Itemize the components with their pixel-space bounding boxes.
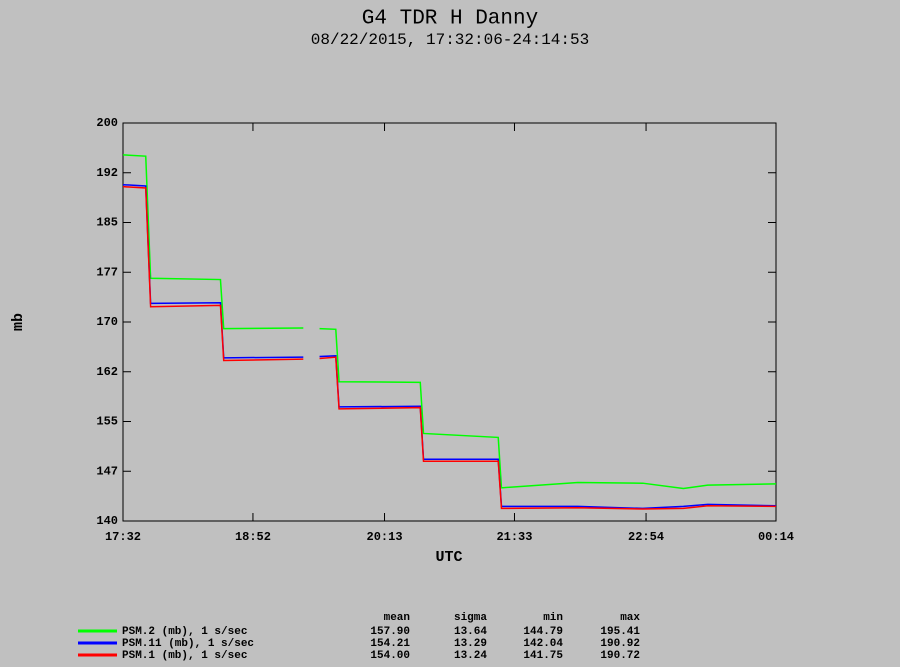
x-tick-label: 00:14	[758, 530, 794, 544]
y-tick-label: 200	[96, 116, 118, 130]
x-tick-label: 18:52	[235, 530, 271, 544]
legend-label: PSM.2 (mb), 1 s/sec	[122, 626, 247, 638]
y-tick-label: 155	[96, 415, 118, 429]
stats-header: sigma	[454, 612, 487, 624]
legend-label: PSM.11 (mb), 1 s/sec	[122, 638, 254, 650]
x-tick-label: 22:54	[628, 530, 664, 544]
stats-header: mean	[384, 612, 410, 624]
legend-label: PSM.1 (mb), 1 s/sec	[122, 650, 247, 662]
y-tick-label: 170	[96, 315, 118, 329]
y-tick-label: 162	[96, 365, 118, 379]
stats-header: max	[620, 612, 640, 624]
y-tick-label: 140	[96, 514, 118, 528]
chart-subtitle: 08/22/2015, 17:32:06-24:14:53	[311, 31, 589, 49]
series-line	[122, 185, 777, 510]
y-tick-label: 192	[96, 166, 118, 180]
stats-cell: 142.04	[523, 638, 563, 650]
stats-cell: 13.64	[454, 626, 487, 638]
series-line	[122, 154, 777, 490]
stats-cell: 190.92	[600, 638, 640, 650]
stats-cell: 190.72	[600, 650, 640, 662]
x-tick-label: 17:32	[105, 530, 141, 544]
y-axis-label: mb	[10, 313, 27, 331]
stats-cell: 154.00	[370, 650, 410, 662]
stats-cell: 141.75	[523, 650, 563, 662]
stats-header: min	[543, 612, 563, 624]
y-tick-label: 177	[96, 265, 118, 279]
stats-cell: 13.29	[454, 638, 487, 650]
stats-cell: 13.24	[454, 650, 487, 662]
chart-title: G4 TDR H Danny	[362, 8, 538, 31]
stats-cell: 154.21	[370, 638, 410, 650]
stats-cell: 144.79	[523, 626, 563, 638]
x-axis-label: UTC	[435, 549, 462, 566]
stats-cell: 195.41	[600, 626, 640, 638]
stats-cell: 157.90	[370, 626, 410, 638]
y-tick-label: 185	[96, 216, 118, 230]
y-tick-label: 147	[96, 464, 118, 478]
x-tick-label: 21:33	[496, 530, 532, 544]
x-tick-label: 20:13	[367, 530, 403, 544]
